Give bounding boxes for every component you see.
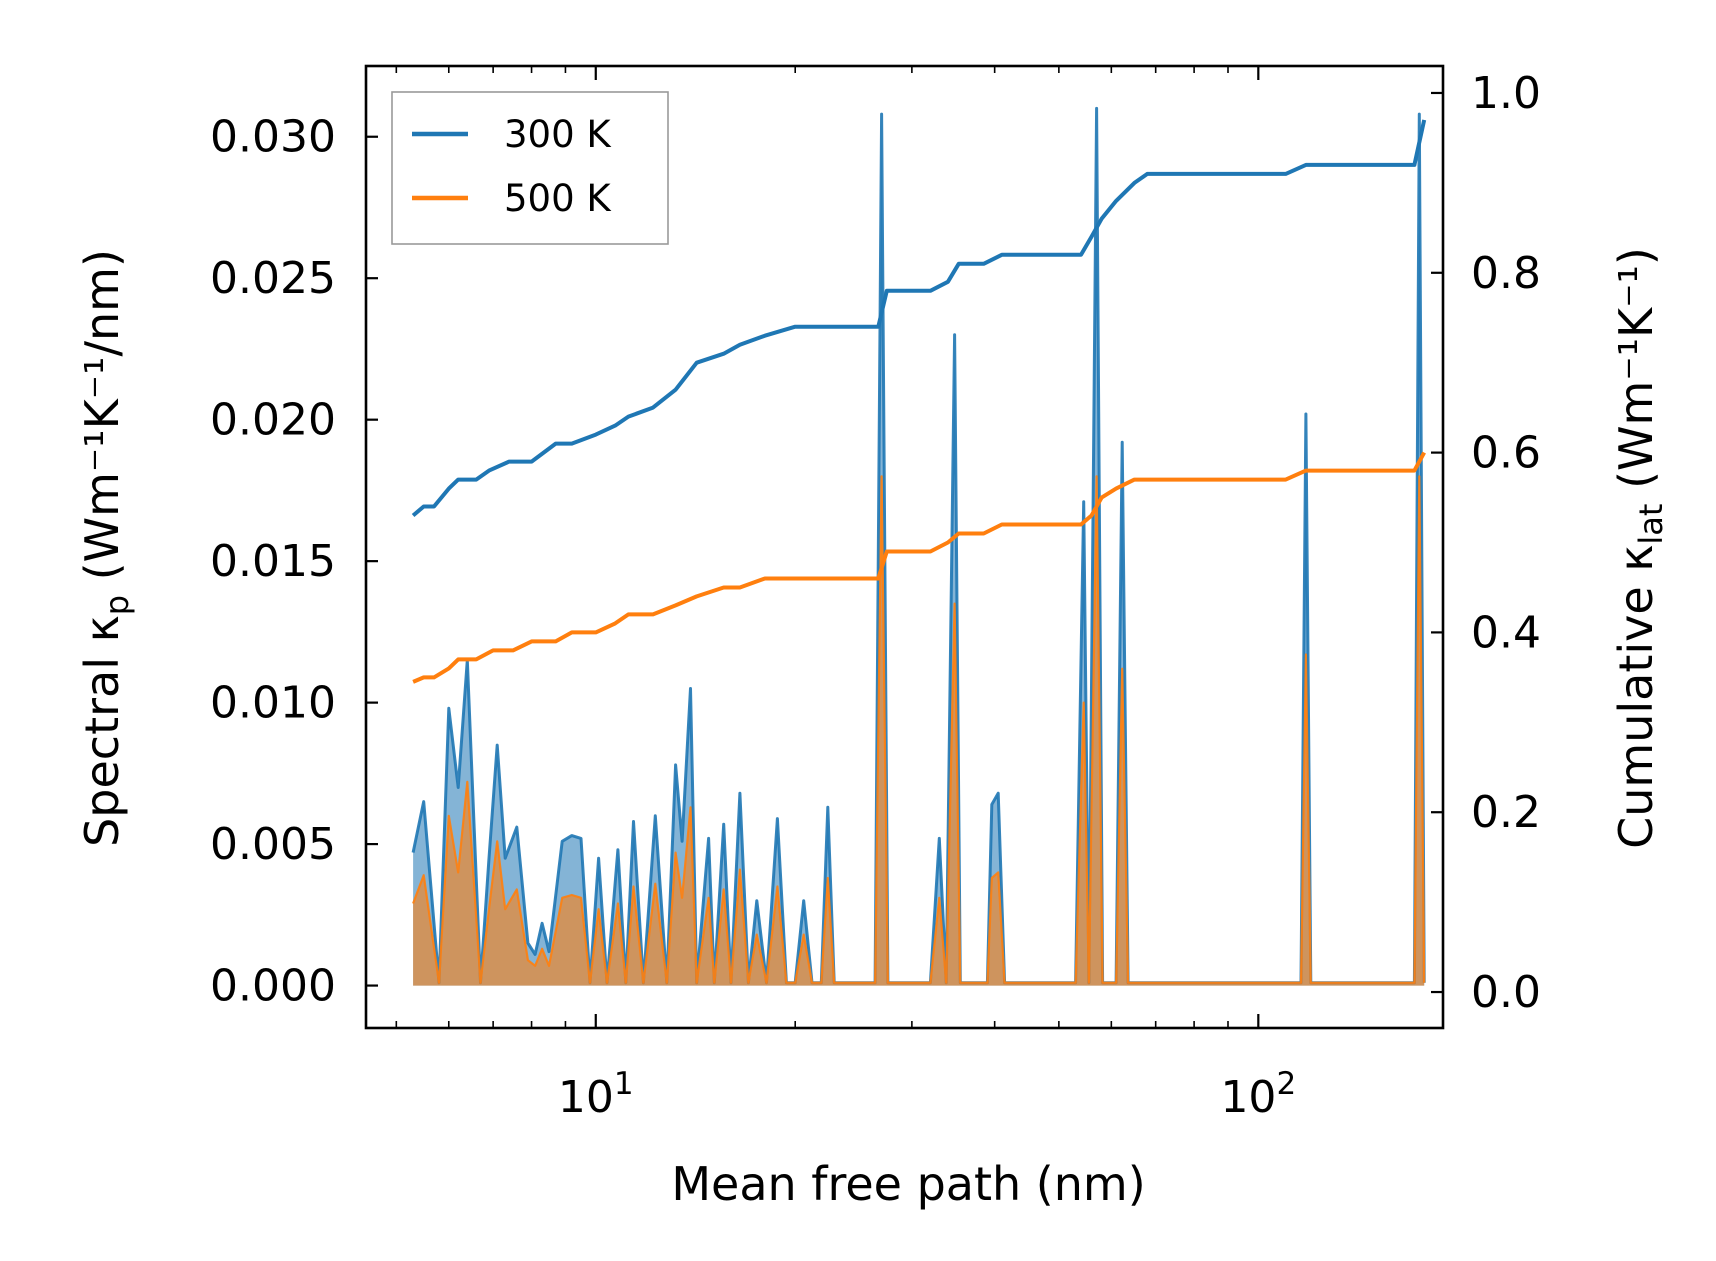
y-left-tick-label: 0.005	[210, 819, 336, 870]
legend-label-0: 300 K	[504, 113, 612, 156]
x-tick-label: 102	[1220, 1066, 1296, 1123]
y-right-tick-label: 0.4	[1471, 607, 1541, 658]
y-left-tick-label: 0.020	[210, 395, 336, 446]
spectral-area-1	[413, 476, 1425, 986]
plot-area	[411, 106, 1427, 986]
y-left-tick-label: 0.015	[210, 536, 336, 587]
y-left-tick-label: 0.025	[210, 253, 336, 304]
x-tick-label: 101	[558, 1066, 634, 1123]
y-right-tick-label: 0.0	[1471, 967, 1541, 1018]
cumulative-line-1	[412, 451, 1426, 684]
y-left-tick-label: 0.030	[210, 112, 336, 163]
y-right-tick-label: 0.8	[1471, 248, 1541, 299]
legend: 300 K 500 K	[391, 91, 669, 245]
plot-clipped	[411, 106, 1427, 986]
plot-frame	[364, 64, 1445, 1030]
spectral-line-1	[412, 475, 1426, 984]
legend-box	[391, 91, 669, 245]
y-right-axis-title: Cumulative κlat (Wm⁻¹K⁻¹)	[1609, 247, 1670, 849]
x-axis-title: Mean free path (nm)	[671, 1157, 1145, 1211]
y-left-tick-label: 0.000	[210, 961, 336, 1012]
axes: 0.000 0.005 0.010 0.015 0.020 0.025 0.030 0.0 0.…	[75, 64, 1670, 1211]
y-left-axis-title: Spectral κp (Wm⁻¹K⁻¹/nm)	[75, 249, 136, 847]
y-left-tick-label: 0.010	[210, 678, 336, 729]
y-right-tick-label: 0.6	[1471, 428, 1541, 479]
cumulative-line-0	[411, 119, 1427, 518]
y-right-tick-label: 1.0	[1471, 68, 1541, 119]
legend-label-1: 500 K	[504, 177, 612, 220]
y-right-tick-label: 0.2	[1471, 787, 1541, 838]
